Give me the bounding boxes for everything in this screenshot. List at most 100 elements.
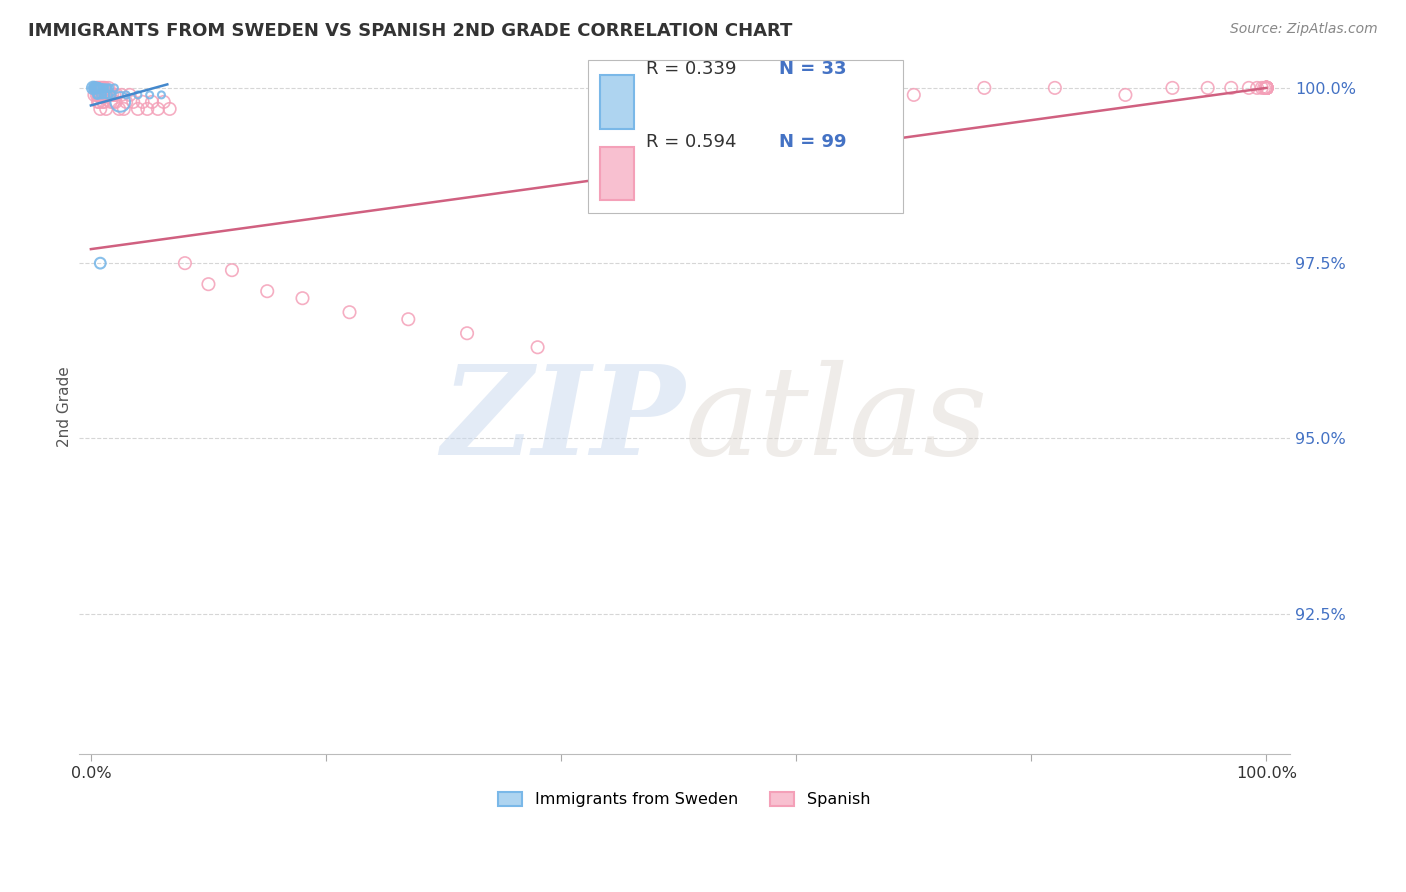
Point (1246, 81, 1268, 95)
Point (96, 102, 118, 116)
Point (1256, 81, 1278, 95)
Point (456, 326, 478, 341)
Point (1256, 81, 1278, 95)
Point (100, 95, 122, 109)
Text: Source: ZipAtlas.com: Source: ZipAtlas.com (1230, 22, 1378, 37)
Point (1256, 81, 1278, 95)
Point (93, 95, 115, 109)
Point (1256, 81, 1278, 95)
Point (1250, 81, 1272, 95)
Point (103, 95, 125, 109)
Text: N = 33: N = 33 (779, 60, 846, 78)
FancyBboxPatch shape (600, 147, 634, 201)
Point (103, 81, 125, 95)
Point (89, 87, 111, 102)
Point (1256, 81, 1278, 95)
Point (1043, 81, 1066, 95)
Point (159, 102, 181, 116)
Point (94, 81, 117, 95)
Text: R = 0.339: R = 0.339 (645, 60, 737, 78)
Point (98, 81, 121, 95)
Point (1256, 81, 1278, 95)
Point (127, 102, 149, 116)
Point (690, 87, 713, 102)
Text: atlas: atlas (685, 360, 988, 482)
Point (91, 87, 114, 102)
Point (1256, 81, 1278, 95)
Point (118, 87, 141, 102)
Point (87, 81, 110, 95)
Point (115, 95, 138, 109)
Point (973, 81, 995, 95)
Point (105, 87, 128, 102)
Point (197, 277, 219, 292)
Point (127, 87, 149, 102)
Text: R = 0.594: R = 0.594 (645, 133, 737, 151)
Point (96, 87, 118, 102)
Point (1256, 81, 1278, 95)
Point (84, 81, 107, 95)
Point (87, 81, 110, 95)
Point (1237, 81, 1260, 95)
Point (87, 87, 110, 102)
Point (1256, 81, 1278, 95)
FancyBboxPatch shape (600, 75, 634, 128)
Point (91, 87, 114, 102)
Point (1161, 81, 1184, 95)
FancyBboxPatch shape (588, 60, 903, 212)
Point (86, 87, 108, 102)
Point (1256, 81, 1278, 95)
Point (90, 81, 112, 95)
Point (89, 102, 111, 116)
Point (87, 81, 110, 95)
Point (91, 95, 114, 109)
Point (1256, 81, 1278, 95)
Point (1256, 81, 1278, 95)
Point (89, 81, 111, 95)
Point (1256, 81, 1278, 95)
Point (1256, 81, 1278, 95)
Point (96, 81, 118, 95)
Point (152, 95, 174, 109)
Point (98, 87, 121, 102)
Point (1256, 81, 1278, 95)
Point (89, 87, 111, 102)
Point (762, 81, 785, 95)
Point (291, 291, 314, 305)
Point (1256, 81, 1278, 95)
Point (1114, 87, 1136, 102)
Point (90, 87, 112, 102)
Point (96, 87, 118, 102)
Point (136, 102, 159, 116)
Point (86, 81, 108, 95)
Point (82, 81, 104, 95)
Point (87, 95, 110, 109)
Point (86, 87, 108, 102)
Point (115, 87, 138, 102)
Point (86, 81, 108, 95)
Point (609, 87, 631, 102)
Point (83, 81, 105, 95)
Point (87, 81, 110, 95)
Point (396, 312, 419, 326)
Point (1256, 81, 1278, 95)
Point (256, 284, 278, 298)
Point (221, 263, 243, 277)
Point (89, 256, 111, 270)
Point (110, 95, 132, 109)
Legend: Immigrants from Sweden, Spanish: Immigrants from Sweden, Spanish (491, 784, 879, 815)
Point (1197, 81, 1219, 95)
Point (1256, 81, 1278, 95)
Text: ZIP: ZIP (441, 360, 685, 482)
Point (141, 95, 163, 109)
Point (87, 87, 110, 102)
Point (87, 87, 110, 102)
Point (1256, 81, 1278, 95)
Point (1256, 81, 1278, 95)
Point (1256, 81, 1278, 95)
Point (1256, 81, 1278, 95)
Point (1220, 81, 1243, 95)
Point (90, 81, 112, 95)
Point (86, 81, 108, 95)
Point (86, 81, 108, 95)
